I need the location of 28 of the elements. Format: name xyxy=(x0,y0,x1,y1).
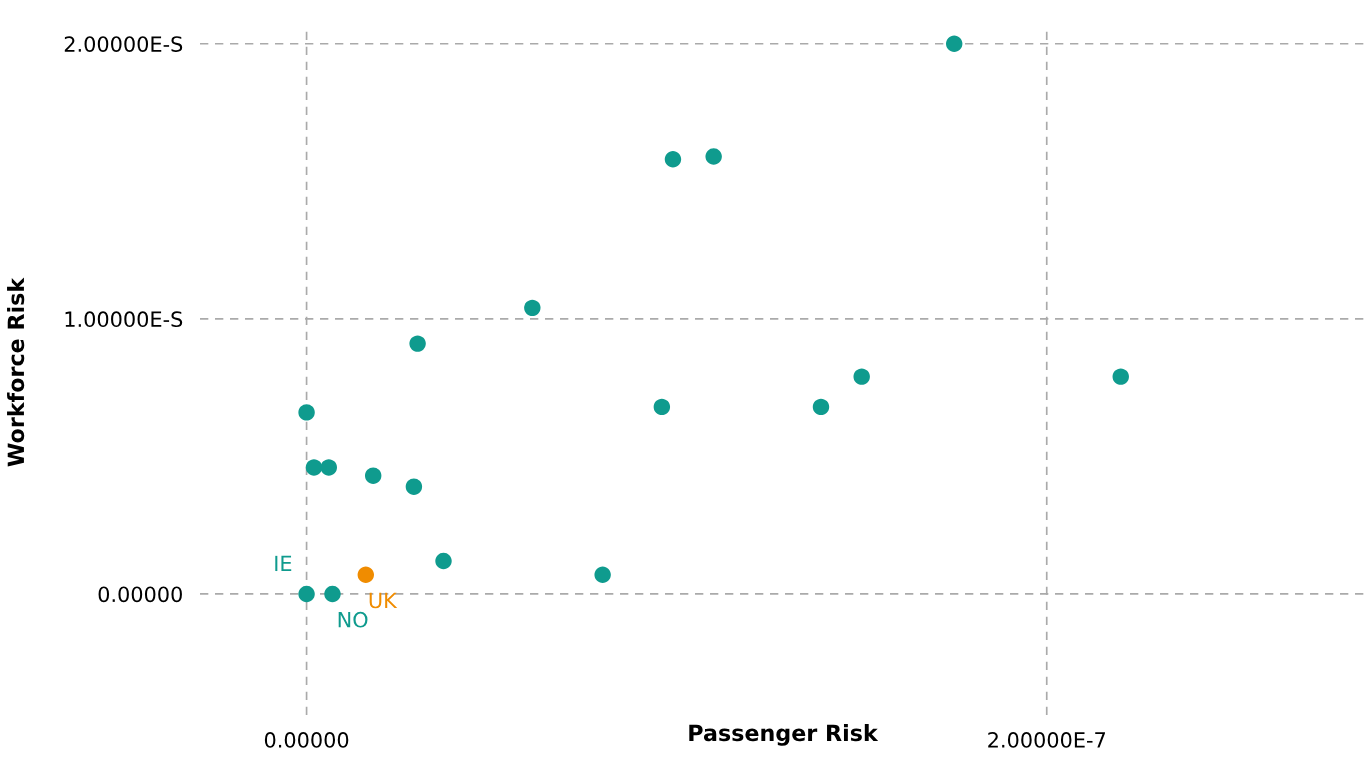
x-axis-title: Passenger Risk xyxy=(689,724,879,746)
point xyxy=(405,478,423,495)
point xyxy=(524,299,541,317)
point xyxy=(305,459,323,476)
point xyxy=(320,459,337,476)
point xyxy=(812,398,830,416)
y-tick-label: 0.00000 xyxy=(98,586,182,603)
point xyxy=(298,404,315,421)
point xyxy=(298,585,315,603)
point xyxy=(324,585,341,603)
point xyxy=(705,148,722,165)
annotation: NO xyxy=(338,611,368,628)
point xyxy=(664,151,682,168)
y-tick-label: 2.00000E-S xyxy=(64,36,183,52)
point xyxy=(1112,368,1129,385)
point xyxy=(853,368,870,385)
y-axis-title: Workforce Risk xyxy=(7,277,25,467)
point xyxy=(653,398,671,416)
x-tick-label: 2.00000E-7 xyxy=(988,732,1105,748)
point xyxy=(946,35,963,52)
point xyxy=(357,566,375,583)
annotation: IE xyxy=(275,555,292,572)
annotation: UK xyxy=(369,592,398,609)
point xyxy=(364,467,382,484)
point xyxy=(435,552,452,570)
point xyxy=(409,335,426,352)
point xyxy=(594,566,611,583)
y-tick-label: 1.00000E-S xyxy=(65,311,183,328)
